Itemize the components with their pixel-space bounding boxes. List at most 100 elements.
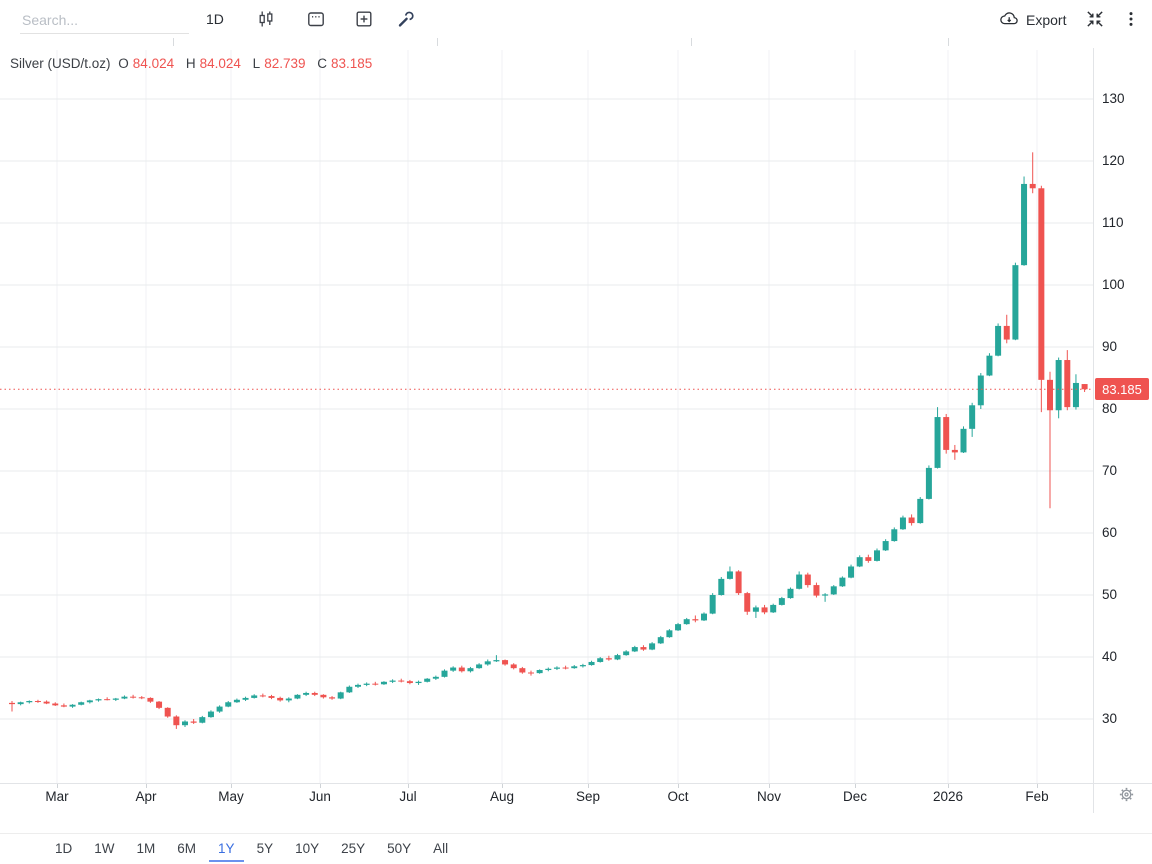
candle — [389, 679, 396, 684]
candle — [34, 699, 41, 703]
time-axis-label: Jun — [309, 789, 331, 804]
candle — [493, 655, 500, 662]
range-tab-1y[interactable]: 1Y — [209, 838, 244, 862]
time-axis-label: Aug — [489, 789, 515, 804]
candle — [579, 663, 586, 668]
range-tab-5y[interactable]: 5Y — [248, 838, 283, 862]
time-axis-tick — [408, 784, 409, 788]
range-tab-10y[interactable]: 10Y — [286, 838, 328, 862]
candle — [1055, 357, 1062, 419]
candle — [614, 653, 621, 661]
candle — [683, 617, 690, 625]
candle — [588, 660, 595, 666]
candle — [337, 691, 344, 700]
time-axis-label: Mar — [45, 789, 69, 804]
symbol-name: Silver (USD/t.oz) — [10, 56, 111, 71]
range-tab-1d[interactable]: 1D — [46, 838, 81, 862]
candle — [995, 323, 1002, 357]
candle — [251, 694, 258, 699]
gear-icon — [1118, 786, 1135, 806]
candle — [571, 665, 578, 669]
candle — [649, 642, 656, 651]
price-axis-label: 40 — [1102, 649, 1118, 664]
candle — [441, 669, 448, 678]
high-value: 84.024 — [199, 56, 241, 71]
time-axis-label: Nov — [756, 789, 781, 804]
candle — [631, 645, 638, 653]
range-tab-6m[interactable]: 6M — [168, 838, 205, 862]
candle — [372, 681, 379, 686]
candle — [138, 696, 145, 700]
chart-settings-button[interactable] — [1112, 783, 1140, 809]
candle — [406, 679, 413, 685]
candle — [666, 629, 673, 638]
time-axis-tick — [502, 784, 503, 788]
candle — [899, 515, 906, 530]
candle — [510, 663, 517, 670]
time-axis[interactable]: Mar Apr May Jun Jul Aug Sep Oct Nov Dec 2026 Feb — [0, 783, 1093, 813]
range-tab-50y[interactable]: 50Y — [378, 838, 420, 862]
time-axis-label: Oct — [667, 789, 689, 804]
candle — [934, 407, 941, 469]
candle — [813, 582, 820, 598]
candle — [951, 444, 958, 460]
time-axis-border — [0, 783, 1152, 784]
kebab-menu-icon — [1122, 9, 1140, 32]
interval-button[interactable]: 1D — [206, 8, 224, 30]
range-tab-1w[interactable]: 1W — [85, 838, 123, 862]
candle — [52, 702, 59, 706]
candle — [960, 426, 967, 454]
time-axis-label: 2026 — [932, 789, 964, 804]
candle — [1003, 314, 1010, 344]
range-tab-1m[interactable]: 1M — [128, 838, 165, 862]
more-menu-button[interactable] — [1118, 7, 1144, 33]
candle — [553, 666, 560, 671]
candle — [216, 705, 223, 713]
candle — [502, 659, 509, 666]
candle — [86, 699, 93, 704]
candle — [977, 373, 984, 409]
chart-type-button[interactable] — [253, 7, 279, 33]
close-label: C — [317, 56, 327, 71]
candle — [986, 353, 993, 377]
range-tab-all[interactable]: All — [424, 838, 457, 862]
collapse-button[interactable] — [1082, 7, 1108, 33]
candle — [112, 697, 119, 702]
cloud-download-icon — [998, 9, 1020, 32]
candle — [882, 539, 889, 551]
drawing-tools-button[interactable] — [393, 7, 419, 33]
candle — [891, 527, 898, 542]
time-axis-tick — [588, 784, 589, 788]
candle — [190, 719, 197, 724]
export-button[interactable]: Export — [998, 7, 1066, 33]
candle — [519, 666, 526, 674]
time-axis-tick — [320, 784, 321, 788]
price-axis[interactable]: 83.185 130 120 110 100 90 80 70 60 50 40 30 — [1093, 0, 1152, 864]
date-range-button[interactable] — [303, 7, 329, 33]
candle — [355, 683, 361, 688]
price-axis-border — [1093, 48, 1094, 813]
candle — [822, 593, 829, 602]
time-axis-tick — [57, 784, 58, 788]
candle — [718, 577, 725, 596]
candle — [484, 659, 491, 666]
candle — [380, 681, 387, 685]
candle — [735, 570, 742, 595]
time-axis-tick — [948, 784, 949, 788]
time-axis-tick — [769, 784, 770, 788]
candle — [268, 694, 275, 700]
range-tab-25y[interactable]: 25Y — [332, 838, 374, 862]
toolbar-tick — [948, 38, 949, 46]
candle — [908, 514, 915, 526]
calendar-icon — [306, 9, 326, 32]
candle — [476, 663, 483, 669]
add-indicator-button[interactable] — [351, 7, 377, 33]
time-axis-label: May — [218, 789, 244, 804]
search-input[interactable] — [20, 7, 189, 34]
price-axis-label: 30 — [1102, 711, 1118, 726]
collapse-arrows-icon — [1084, 8, 1106, 33]
candle — [1021, 176, 1028, 266]
candlestick-chart[interactable] — [0, 50, 1093, 783]
candle — [199, 715, 206, 724]
time-axis-tick — [231, 784, 232, 788]
